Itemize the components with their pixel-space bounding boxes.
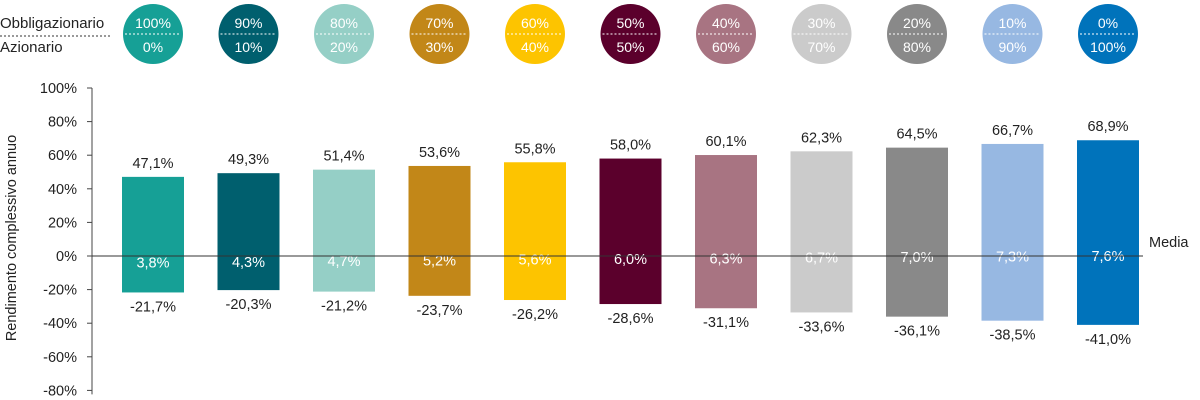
bond-share-label: 40% (712, 15, 740, 31)
y-tick-label: 0% (56, 249, 77, 265)
bond-share-label: 50% (616, 15, 644, 31)
max-label: 55,8% (514, 141, 555, 157)
bond-share-label: 100% (135, 15, 171, 31)
max-label: 58,0% (610, 138, 651, 154)
equity-share-label: 40% (521, 39, 549, 55)
allocation-circle: 80% 20% (314, 4, 374, 64)
min-label: -31,1% (703, 315, 749, 331)
mean-label: 3,8% (136, 256, 169, 272)
equity-share-label: 10% (234, 39, 262, 55)
range-bar (695, 155, 757, 309)
mean-label: 6,0% (614, 252, 647, 268)
range-bar (504, 162, 566, 301)
min-label: -28,6% (608, 311, 654, 327)
bars (122, 140, 1139, 325)
bond-share-label: 20% (903, 15, 931, 31)
data-labels: 47,1% -21,7% 3,8% 49,3% -20,3% 4,3% 51,4% -21,2… (130, 119, 1131, 348)
equity-share-label: 0% (143, 39, 163, 55)
equity-share-label: 20% (330, 39, 358, 55)
range-bar (599, 158, 662, 305)
bond-share-label: 90% (234, 15, 262, 31)
allocation-circle: 40% 60% (696, 4, 756, 64)
header-equity-label: Azionario (0, 39, 63, 56)
mean-label: 7,0% (900, 250, 933, 266)
mean-label: 6,3% (709, 251, 742, 267)
min-label: -38,5% (990, 328, 1036, 344)
y-tick-label: 40% (48, 182, 77, 198)
allocation-circle: 90% 10% (218, 4, 279, 64)
allocation-circle: 30% 70% (791, 4, 852, 64)
max-label: 53,6% (419, 145, 460, 161)
equity-share-label: 30% (425, 39, 453, 55)
allocation-circle: 70% 30% (409, 4, 470, 64)
allocation-circle: 20% 80% (887, 4, 947, 64)
max-label: 49,3% (228, 152, 269, 168)
range-bar (313, 169, 375, 292)
range-bar (408, 165, 471, 296)
min-label: -26,2% (512, 307, 558, 323)
y-tick-label: 20% (48, 215, 77, 231)
max-label: 62,3% (801, 130, 842, 146)
y-tick-label: -60% (43, 350, 77, 366)
allocation-circle: 60% 40% (505, 4, 565, 64)
y-axis: 100% 80% 60% 40% 20% 0% -20% -40% -60% -80% (40, 81, 93, 399)
range-bar (217, 173, 280, 291)
bond-share-label: 60% (521, 15, 549, 31)
max-label: 51,4% (323, 149, 364, 165)
allocation-circle: 10% 90% (982, 4, 1043, 64)
equity-share-label: 70% (807, 39, 835, 55)
bond-share-label: 10% (998, 15, 1026, 31)
y-tick-label: 80% (48, 115, 77, 131)
mean-label: 4,3% (232, 255, 265, 271)
mean-label: 4,7% (327, 254, 360, 270)
y-tick-label: 60% (48, 148, 77, 164)
mean-label: 7,3% (996, 250, 1029, 266)
min-label: -36,1% (894, 324, 940, 340)
min-label: -41,0% (1085, 332, 1131, 348)
allocation-circles: 100%0%90%10%80%20%70%30%60%40%50%50%40%6… (123, 4, 1138, 64)
max-label: 66,7% (992, 123, 1033, 139)
equity-share-label: 50% (616, 39, 644, 55)
range-bar (122, 176, 184, 293)
equity-share-label: 80% (903, 39, 931, 55)
min-label: -33,6% (799, 319, 845, 335)
mean-label: 5,2% (423, 253, 456, 269)
equity-share-label: 100% (1090, 39, 1126, 55)
min-label: -20,3% (226, 297, 272, 313)
mean-label: 5,6% (518, 253, 551, 269)
bond-share-label: 0% (1098, 15, 1118, 31)
max-label: 64,5% (896, 127, 937, 143)
bond-share-label: 80% (330, 15, 358, 31)
allocation-circle: 0% 100% (1078, 4, 1138, 64)
bond-share-label: 70% (425, 15, 453, 31)
bond-share-label: 30% (807, 15, 835, 31)
max-label: 68,9% (1087, 119, 1128, 135)
header-bond-label: Obbligazionario (0, 15, 104, 32)
zero-line-label: Media (1149, 235, 1189, 251)
range-bar (1077, 140, 1139, 325)
allocation-circle: 50% 50% (600, 4, 661, 64)
y-tick-label: -40% (43, 316, 77, 332)
min-label: -21,7% (130, 299, 176, 315)
min-label: -23,7% (417, 303, 463, 319)
y-axis-title: Rendimento complessivo annuo (4, 135, 20, 341)
range-bar (790, 151, 853, 313)
min-label: -21,2% (321, 299, 367, 315)
max-label: 60,1% (705, 134, 746, 150)
mean-label: 6,7% (805, 251, 838, 267)
range-bar (886, 147, 948, 317)
y-tick-label: -20% (43, 283, 77, 299)
mean-label: 7,6% (1091, 249, 1124, 265)
range-bar (981, 143, 1044, 321)
allocation-circle: 100% 0% (123, 4, 183, 64)
equity-share-label: 60% (712, 39, 740, 55)
y-tick-label: -80% (43, 383, 77, 399)
max-label: 47,1% (132, 156, 173, 172)
y-tick-label: 100% (40, 81, 77, 97)
equity-share-label: 90% (998, 39, 1026, 55)
